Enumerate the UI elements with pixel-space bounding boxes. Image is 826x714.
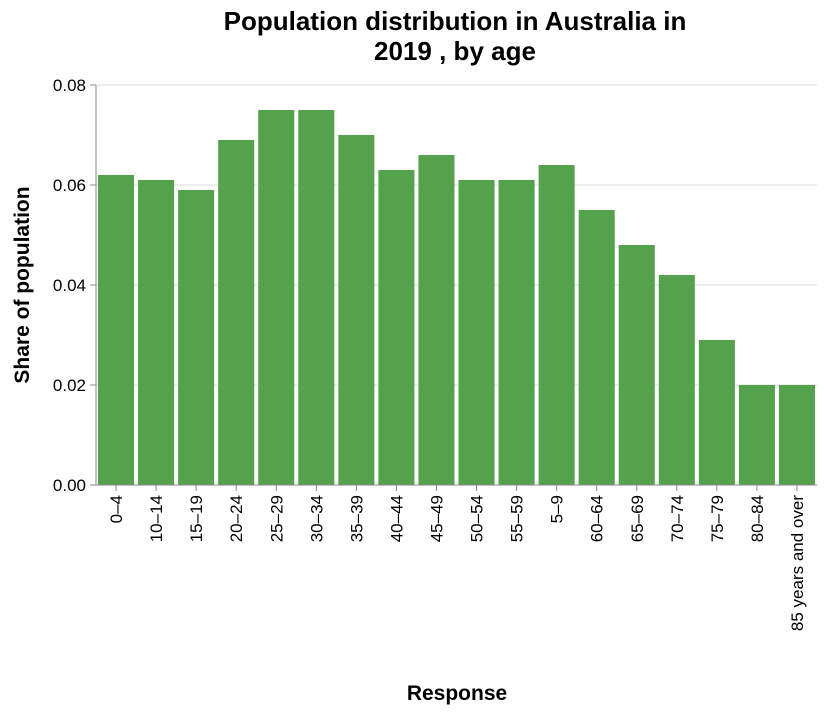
bar[interactable]: [178, 190, 215, 485]
x-tick-label: 70–74: [668, 495, 687, 542]
bar[interactable]: [658, 275, 695, 485]
y-tick-label: 0.08: [53, 76, 86, 95]
bar[interactable]: [338, 135, 375, 485]
x-tick-label: 50–54: [468, 495, 487, 542]
x-tick-label: 40–44: [387, 495, 406, 542]
x-tick-label: 20–24: [227, 495, 246, 542]
x-tick-label: 35–39: [347, 495, 366, 542]
y-tick-label: 0.00: [53, 476, 86, 495]
bar[interactable]: [698, 340, 735, 485]
x-tick-label: 25–29: [267, 495, 286, 542]
y-tick-label: 0.06: [53, 176, 86, 195]
x-tick-label: 15–19: [187, 495, 206, 542]
bar[interactable]: [578, 210, 615, 485]
x-tick-label: 75–79: [708, 495, 727, 542]
bar[interactable]: [378, 170, 415, 485]
x-tick-label: 0–4: [107, 495, 126, 523]
bar[interactable]: [298, 110, 335, 485]
x-tick-label: 10–14: [147, 495, 166, 542]
x-tick-label: 60–64: [588, 495, 607, 542]
x-tick-label: 45–49: [427, 495, 446, 542]
bar[interactable]: [418, 155, 455, 485]
bar[interactable]: [498, 180, 535, 485]
y-axis-title: Share of population: [11, 186, 34, 383]
x-tick-label: 30–34: [307, 495, 326, 542]
axes: 0.00 0.02 0.04 0.06 0.08 0–4 10–14 15–19 20–24 25…: [53, 76, 817, 631]
y-tick-label: 0.04: [53, 276, 86, 295]
x-tick-label: 5–9: [548, 495, 567, 523]
bar[interactable]: [458, 180, 495, 485]
bars: [98, 110, 815, 485]
bar[interactable]: [98, 175, 135, 485]
chart-title-line-2: 2019 , by age: [374, 36, 536, 66]
bar[interactable]: [778, 385, 815, 485]
bar[interactable]: [738, 385, 775, 485]
x-axis-title: Response: [407, 682, 507, 705]
bar[interactable]: [618, 245, 655, 485]
x-tick-label: 55–59: [508, 495, 527, 542]
bar[interactable]: [258, 110, 295, 485]
y-tick-label: 0.02: [53, 376, 86, 395]
x-tick-label: 80–84: [748, 495, 767, 542]
bar[interactable]: [138, 180, 175, 485]
bar[interactable]: [538, 165, 575, 485]
x-tick-label: 65–69: [628, 495, 647, 542]
bar[interactable]: [218, 140, 255, 485]
x-tick-label: 85 years and over: [788, 495, 807, 631]
chart-title-line-1: Population distribution in Australia in: [224, 6, 687, 36]
